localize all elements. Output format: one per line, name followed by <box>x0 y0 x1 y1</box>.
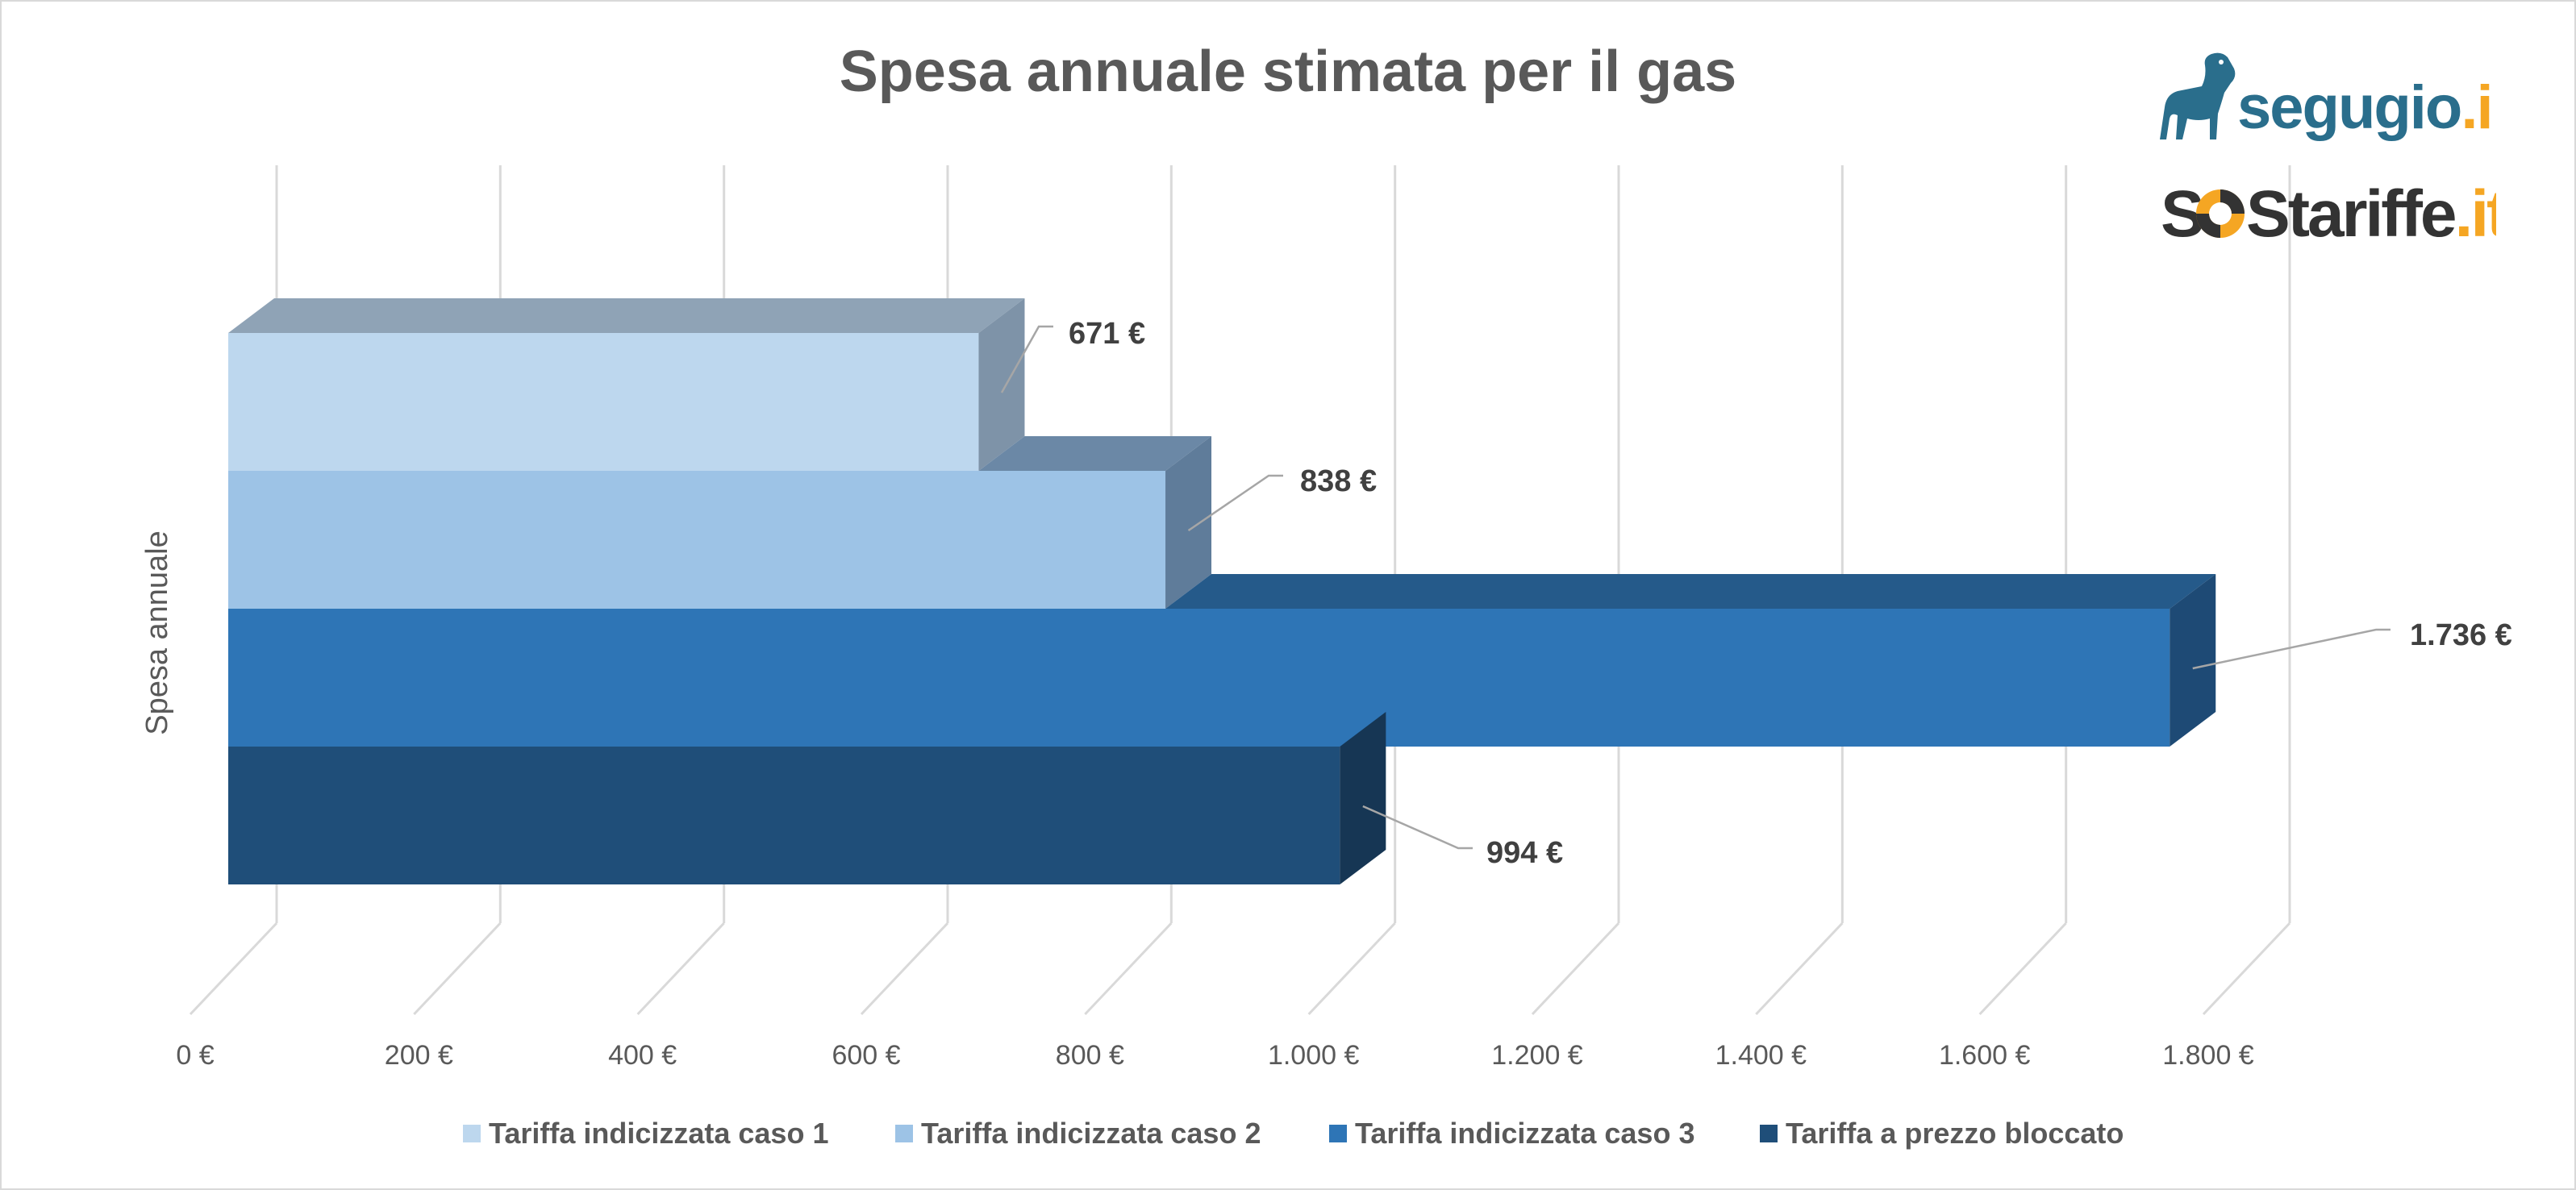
bar-top <box>228 298 1025 333</box>
dog-icon <box>2160 52 2236 139</box>
gridline-floor <box>2202 922 2291 1016</box>
data-label: 838 € <box>1300 464 1377 498</box>
data-label: 671 € <box>1069 317 1145 351</box>
bar-side <box>2170 574 2216 747</box>
x-tick-label: 800 € <box>1056 1040 1124 1071</box>
lifebuoy-icon <box>2196 189 2245 238</box>
legend-item: Tariffa indicizzata caso 1 <box>463 1117 828 1150</box>
gridline-floor <box>189 922 278 1016</box>
segugio-domain: .it <box>2461 73 2492 142</box>
chart-title: Spesa annuale stimata per il gas <box>840 40 1736 104</box>
gridline-floor <box>1978 922 2067 1016</box>
legend-swatch <box>895 1125 913 1142</box>
gridline-floor <box>1531 922 1620 1016</box>
bar-front <box>228 333 979 471</box>
gridline-floor <box>1084 922 1173 1016</box>
leader-line <box>1000 325 1053 393</box>
segugio-text: segugio <box>2237 73 2461 142</box>
gridline-floor <box>860 922 949 1016</box>
legend-label: Tariffa indicizzata caso 1 <box>489 1117 828 1150</box>
bar-front <box>228 609 2170 747</box>
bar-front <box>228 471 1166 609</box>
x-tick-label: 1.800 € <box>2162 1040 2254 1071</box>
legend-swatch <box>1760 1125 1778 1142</box>
sos-tariffe: tariffe <box>2288 177 2455 251</box>
gridline-floor <box>636 922 725 1016</box>
legend-label: Tariffa indicizzata caso 3 <box>1355 1117 1694 1150</box>
segugio-logo: segugio.it <box>2160 52 2492 142</box>
y-axis-title: Spesa annuale <box>140 531 174 735</box>
legend-item: Tariffa a prezzo bloccato <box>1760 1117 2124 1150</box>
legend-label: Tariffa a prezzo bloccato <box>1786 1117 2124 1150</box>
leader-line <box>2192 628 2391 670</box>
svg-text:segugio.it: segugio.it <box>2237 73 2492 142</box>
x-tick-label: 1.600 € <box>1939 1040 2031 1071</box>
bar-3 <box>228 574 2216 747</box>
x-tick-label: 1.400 € <box>1715 1040 1807 1071</box>
legend-item: Tariffa indicizzata caso 3 <box>1329 1117 1694 1150</box>
legend-swatch <box>463 1125 481 1142</box>
gridline-floor <box>1755 922 1844 1016</box>
leader-line <box>1362 805 1473 850</box>
bar-top <box>1165 574 2216 609</box>
data-labels: 671 € 838 € 1.736 € 994 € <box>1000 317 2512 870</box>
data-label: 1.736 € <box>2410 618 2512 652</box>
bar-side <box>1165 436 1212 609</box>
bar-side <box>978 298 1025 471</box>
sos-domain: .it <box>2455 177 2496 251</box>
legend: Tariffa indicizzata caso 1 Tariffa indici… <box>463 1117 2124 1150</box>
x-tick-label: 400 € <box>608 1040 677 1071</box>
x-tick-label: 600 € <box>832 1040 900 1071</box>
x-tick-label: 1.000 € <box>1268 1040 1360 1071</box>
gridline-floor <box>1307 922 1396 1016</box>
sos-s2: S <box>2246 177 2288 251</box>
svg-text:Stariffe.it: Stariffe.it <box>2246 177 2496 251</box>
leader-line <box>1187 474 1283 532</box>
bar-4 <box>228 712 1386 884</box>
x-tick-label: 0 € <box>176 1040 214 1071</box>
bar-top <box>978 436 1212 471</box>
bar-side <box>1340 712 1386 884</box>
x-tick-label: 200 € <box>385 1040 453 1071</box>
data-label: 994 € <box>1486 836 1563 870</box>
bar-1 <box>228 298 1025 471</box>
x-axis-ticks: 0 € 200 € 400 € 600 € 800 € 1.000 € 1.200 € 1.4… <box>176 1040 2253 1071</box>
legend-label: Tariffa indicizzata caso 2 <box>921 1117 1261 1150</box>
bars <box>228 298 2216 884</box>
legend-swatch <box>1329 1125 1347 1142</box>
gridline-floor <box>413 922 502 1016</box>
x-tick-label: 1.200 € <box>1491 1040 1583 1071</box>
sostariffe-logo: S Stariffe.it <box>2161 177 2496 251</box>
bar-2 <box>228 436 1212 609</box>
legend-item: Tariffa indicizzata caso 2 <box>895 1117 1261 1150</box>
bar-front <box>228 747 1340 884</box>
